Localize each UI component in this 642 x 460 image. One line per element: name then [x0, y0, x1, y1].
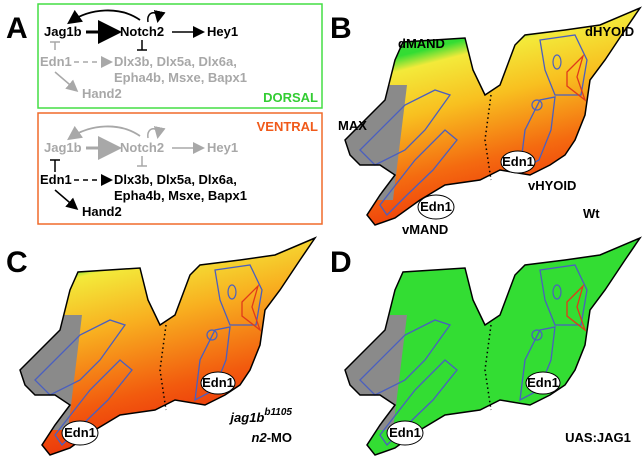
condition-label: UAS:JAG1	[565, 430, 631, 445]
morpholino-label: n2-MO	[252, 430, 292, 445]
region-label: MAX	[338, 118, 367, 133]
self-loop	[148, 13, 158, 22]
panel-c: C Edn1 Edn1 jag1bb1105 n2-MO	[0, 230, 315, 460]
gene-label: Edn1	[40, 54, 72, 69]
panel-label: C	[6, 246, 28, 279]
target-genes: Dlx3b, Dlx5a, Dlx6a,	[114, 172, 237, 187]
domain-label: Edn1	[502, 154, 534, 169]
panel-label: D	[330, 246, 352, 279]
panel-b: B dMAND dHYOID MAX Edn1 vHYOID Edn1 vMAN…	[325, 0, 640, 237]
gene-label: Notch2	[120, 24, 164, 39]
genotype-label: jag1bb1105	[228, 407, 292, 425]
domain-label: Edn1	[527, 375, 559, 390]
domain-label: Edn1	[420, 199, 452, 214]
panel-d: D Edn1 Edn1 UAS:JAG1	[325, 230, 640, 460]
gene-label: Notch2	[120, 140, 164, 155]
figure: A Jag1b Notch2 Hey1 Edn1 Dlx3b, Dlx5a, D…	[0, 0, 642, 460]
suffix: -MO	[267, 430, 292, 445]
condition-label: Wt	[583, 206, 600, 221]
panel-a: A Jag1b Notch2 Hey1 Edn1 Dlx3b, Dlx5a, D…	[6, 4, 322, 224]
gene-label: Jag1b	[44, 24, 82, 39]
region-label: vMAND	[402, 222, 448, 237]
arrow	[55, 190, 76, 208]
domain-label: Edn1	[202, 375, 234, 390]
inhibition	[137, 156, 147, 166]
target-genes: Epha4b, Msxe, Bapx1	[114, 188, 247, 203]
gene-label: Edn1	[40, 172, 72, 187]
region-label: dMAND	[398, 36, 445, 51]
inhibition	[50, 42, 60, 50]
arrow	[70, 126, 140, 138]
gene-label: Hey1	[207, 140, 238, 155]
self-loop	[148, 129, 158, 138]
region-label: DORSAL	[263, 90, 318, 105]
gene: n2	[252, 430, 268, 445]
gene-label: Hand2	[82, 204, 122, 219]
target-genes: Epha4b, Msxe, Bapx1	[114, 70, 247, 85]
gene-label: Hey1	[207, 24, 238, 39]
domain-label: Edn1	[64, 425, 96, 440]
arch-diagram	[325, 230, 640, 460]
gene: jag1b	[228, 410, 264, 425]
region-label: dHYOID	[585, 24, 634, 39]
inhibition	[50, 160, 60, 172]
arrow	[70, 10, 140, 22]
gene-label: Jag1b	[44, 140, 82, 155]
region-label: VENTRAL	[257, 119, 318, 134]
panel-label: B	[330, 12, 352, 45]
panel-label: A	[6, 12, 28, 45]
target-genes: Dlx3b, Dlx5a, Dlx6a,	[114, 54, 237, 69]
arrow	[55, 72, 76, 90]
domain-label: Edn1	[389, 425, 421, 440]
arch-diagram	[0, 230, 315, 460]
allele: b1105	[264, 407, 292, 418]
inhibition	[137, 40, 147, 50]
region-label: vHYOID	[528, 178, 576, 193]
gene-label: Hand2	[82, 86, 122, 101]
